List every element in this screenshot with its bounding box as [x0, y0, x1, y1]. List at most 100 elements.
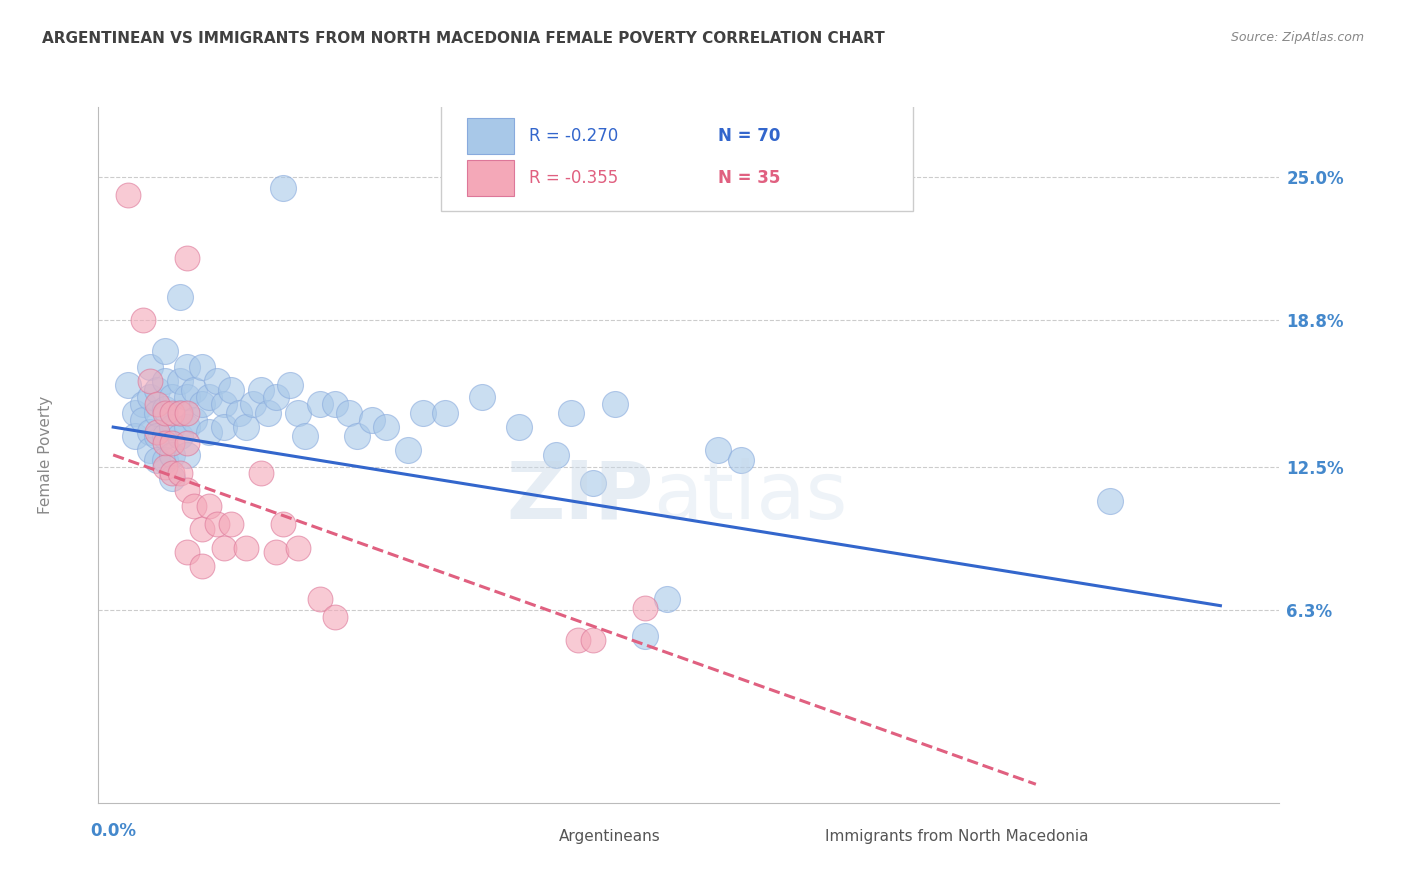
Text: Immigrants from North Macedonia: Immigrants from North Macedonia — [825, 830, 1088, 845]
Point — [132, 397, 155, 411]
Point — [250, 467, 273, 481]
FancyBboxPatch shape — [766, 823, 813, 850]
Text: N = 35: N = 35 — [718, 169, 780, 187]
Point — [271, 517, 294, 532]
Point — [146, 425, 169, 439]
Point — [271, 181, 294, 195]
Point — [337, 406, 360, 420]
Point — [146, 383, 169, 397]
Point — [582, 633, 605, 648]
Point — [162, 448, 183, 462]
Point — [294, 429, 316, 443]
Point — [633, 601, 655, 615]
Point — [153, 459, 176, 474]
Point — [323, 610, 346, 624]
Point — [162, 471, 183, 485]
Point — [132, 313, 155, 327]
Point — [176, 359, 198, 374]
Point — [124, 429, 146, 443]
Point — [183, 413, 205, 427]
Point — [235, 420, 257, 434]
Point — [707, 443, 730, 458]
Point — [176, 545, 198, 559]
Point — [117, 378, 139, 392]
Point — [169, 467, 191, 481]
Point — [212, 541, 235, 555]
Point — [169, 429, 191, 443]
Point — [176, 251, 198, 265]
Point — [655, 591, 678, 606]
Point — [198, 390, 221, 404]
Point — [205, 374, 228, 388]
Point — [323, 397, 346, 411]
Point — [360, 413, 382, 427]
Point — [153, 436, 176, 450]
Point — [287, 541, 309, 555]
Point — [567, 633, 589, 648]
Point — [183, 499, 205, 513]
Point — [162, 420, 183, 434]
Point — [117, 188, 139, 202]
Point — [242, 397, 264, 411]
Text: R = -0.355: R = -0.355 — [530, 169, 619, 187]
Point — [169, 406, 191, 420]
Point — [124, 406, 146, 420]
Point — [162, 436, 183, 450]
Point — [146, 397, 169, 411]
Point — [396, 443, 419, 458]
Point — [139, 443, 162, 458]
FancyBboxPatch shape — [501, 823, 547, 850]
Point — [560, 406, 582, 420]
Point — [471, 390, 494, 404]
Text: atlas: atlas — [654, 458, 848, 536]
Text: N = 70: N = 70 — [718, 128, 780, 145]
Point — [219, 517, 242, 532]
Point — [146, 429, 169, 443]
Point — [176, 406, 198, 420]
Point — [1098, 494, 1121, 508]
Point — [162, 406, 183, 420]
Point — [191, 559, 214, 574]
Point — [176, 448, 198, 462]
Point — [228, 406, 250, 420]
Point — [257, 406, 280, 420]
Point — [198, 499, 221, 513]
Text: 0.0%: 0.0% — [90, 822, 136, 840]
Point — [139, 390, 162, 404]
Point — [219, 383, 242, 397]
Point — [162, 467, 183, 481]
Point — [309, 591, 332, 606]
Point — [176, 390, 198, 404]
Point — [153, 374, 176, 388]
Text: ARGENTINEAN VS IMMIGRANTS FROM NORTH MACEDONIA FEMALE POVERTY CORRELATION CHART: ARGENTINEAN VS IMMIGRANTS FROM NORTH MAC… — [42, 31, 884, 46]
Point — [132, 413, 155, 427]
Point — [198, 425, 221, 439]
Point — [191, 359, 214, 374]
Point — [264, 390, 287, 404]
Point — [176, 436, 198, 450]
Point — [633, 629, 655, 643]
Point — [278, 378, 301, 392]
Point — [183, 383, 205, 397]
Point — [264, 545, 287, 559]
Point — [153, 401, 176, 416]
Point — [139, 359, 162, 374]
Point — [139, 425, 162, 439]
Point — [146, 452, 169, 467]
Point — [191, 397, 214, 411]
Point — [162, 390, 183, 404]
Point — [250, 383, 273, 397]
Point — [508, 420, 530, 434]
Text: Source: ZipAtlas.com: Source: ZipAtlas.com — [1230, 31, 1364, 45]
Point — [582, 475, 605, 490]
Point — [169, 374, 191, 388]
FancyBboxPatch shape — [441, 100, 914, 211]
Point — [544, 448, 567, 462]
Point — [153, 452, 176, 467]
FancyBboxPatch shape — [467, 118, 515, 154]
Text: R = -0.270: R = -0.270 — [530, 128, 619, 145]
Point — [146, 406, 169, 420]
Point — [176, 483, 198, 497]
Point — [375, 420, 398, 434]
Point — [212, 420, 235, 434]
